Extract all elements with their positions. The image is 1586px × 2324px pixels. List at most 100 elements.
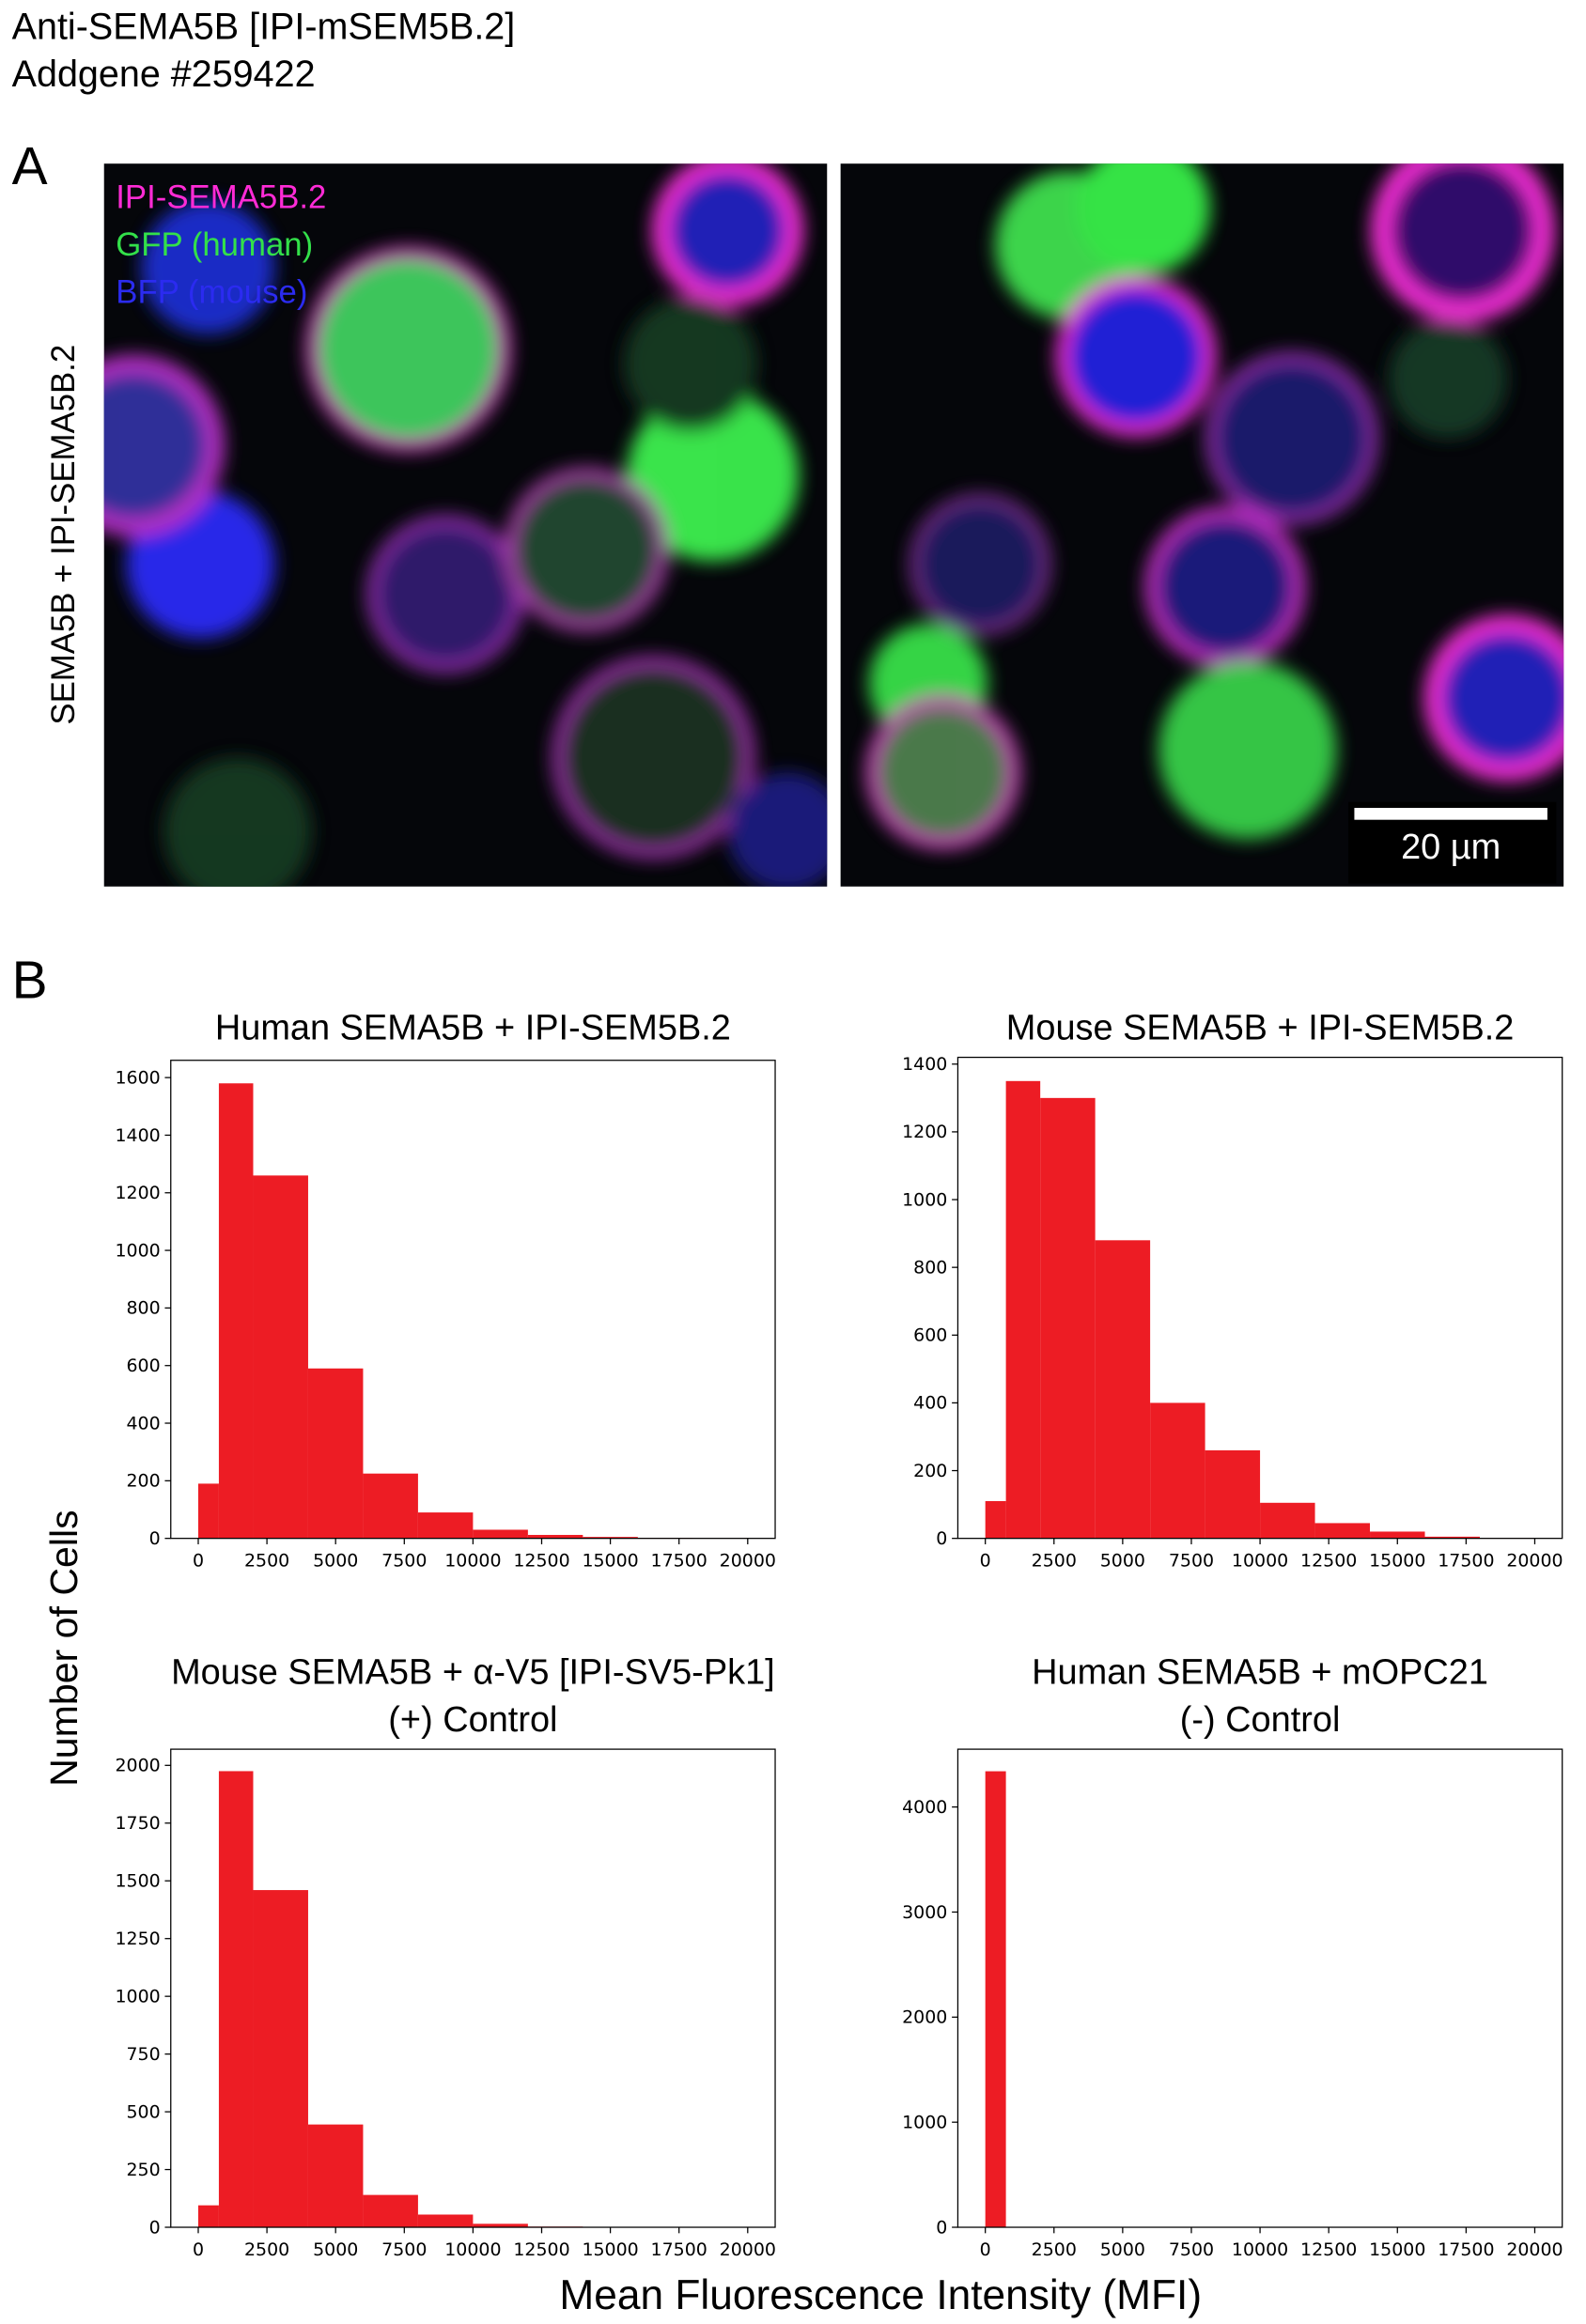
y-tick-label: 1750 (115, 1813, 160, 1834)
x-tick-label: 15000 (1369, 2239, 1425, 2260)
y-tick-label: 0 (936, 2217, 947, 2238)
chart-title: Human SEMA5B + IPI-SEM5B.2 (215, 1009, 731, 1048)
bar (307, 1368, 364, 1539)
x-tick-label: 0 (980, 1551, 991, 1572)
y-tick-label: 600 (913, 1325, 947, 1346)
y-tick-label: 600 (127, 1356, 161, 1376)
bar (417, 1512, 474, 1539)
x-tick-label: 12500 (513, 2239, 569, 2260)
chart-title: Mouse SEMA5B + IPI-SEM5B.2 (1006, 1009, 1515, 1048)
x-tick-label: 7500 (381, 1551, 427, 1572)
y-tick-label: 4000 (902, 1797, 947, 1818)
title: Anti-SEMA5B [IPI-mSEM5B.2] (12, 6, 516, 47)
x-tick-label: 7500 (381, 2239, 427, 2260)
legend-label: BFP (mouse) (116, 275, 307, 311)
x-tick-label: 10000 (444, 1551, 501, 1572)
bar (1424, 1536, 1480, 1539)
chart-title: Human SEMA5B + mOPC21 (1032, 1653, 1488, 1693)
bar (198, 1483, 219, 1539)
bar (985, 1500, 1006, 1539)
x-tick-label: 17500 (1438, 1551, 1494, 1572)
x-tick-label: 12500 (1300, 2239, 1357, 2260)
bar (1005, 1080, 1041, 1539)
y-tick-label: 1400 (115, 1125, 160, 1146)
chart-subtitle: (-) Control (1180, 1700, 1341, 1740)
legend-label: IPI-SEMA5B.2 (116, 180, 326, 216)
bar (473, 1529, 528, 1539)
x-tick-label: 20000 (1506, 1551, 1563, 1572)
x-tick-label: 17500 (651, 2239, 707, 2260)
y-tick-label: 250 (127, 2160, 161, 2180)
bar (363, 1473, 418, 1539)
x-tick-label: 10000 (444, 2239, 501, 2260)
x-tick-label: 12500 (1300, 1551, 1357, 1572)
axes-frame (956, 1748, 1563, 2228)
y-tick-label: 2000 (902, 2007, 947, 2028)
x-tick-label: 20000 (720, 2239, 776, 2260)
y-tick-label: 1400 (902, 1054, 947, 1075)
bar (583, 1537, 638, 1539)
bar (473, 2223, 528, 2228)
x-tick-label: 5000 (313, 1551, 358, 1572)
y-tick-label: 500 (127, 2101, 161, 2122)
y-tick-label: 1200 (902, 1122, 947, 1142)
bar (985, 1771, 1006, 2228)
bar (1370, 1531, 1425, 1539)
y-tick-label: 1250 (115, 1929, 160, 1949)
x-axis-label: Mean Fluorescence Intensity (MFI) (559, 2272, 1202, 2318)
y-tick-label: 1000 (115, 1986, 160, 2006)
y-tick-label: 1000 (902, 1189, 947, 1210)
bar (218, 1083, 254, 1539)
x-tick-label: 15000 (1369, 1551, 1425, 1572)
y-tick-label: 800 (127, 1298, 161, 1319)
y-tick-label: 3000 (902, 1902, 947, 1923)
y-tick-label: 200 (913, 1461, 947, 1481)
y-tick-label: 400 (913, 1393, 947, 1414)
x-tick-label: 17500 (651, 1551, 707, 1572)
bar (1260, 1502, 1315, 1539)
y-tick-label: 1500 (115, 1871, 160, 1892)
x-tick-label: 2500 (1032, 2239, 1077, 2260)
x-tick-label: 0 (193, 1551, 204, 1572)
bar (198, 2205, 219, 2228)
micrograph: 20 µm (840, 163, 1564, 887)
y-axis-label: Number of Cells (42, 1510, 86, 1787)
x-tick-label: 12500 (513, 1551, 569, 1572)
x-tick-label: 7500 (1169, 2239, 1214, 2260)
bar (307, 2124, 364, 2228)
x-tick-label: 15000 (582, 2239, 638, 2260)
panel-label: A (12, 136, 48, 196)
bar (218, 1771, 254, 2228)
y-tick-label: 200 (127, 1471, 161, 1492)
bar (253, 1175, 308, 1539)
panel-label: B (12, 950, 48, 1010)
x-tick-label: 10000 (1232, 2239, 1288, 2260)
bar (363, 2194, 418, 2228)
y-tick-label: 0 (149, 2217, 161, 2238)
x-tick-label: 10000 (1232, 1551, 1288, 1572)
x-tick-label: 5000 (1100, 1551, 1145, 1572)
x-tick-label: 0 (980, 2239, 991, 2260)
chart-subtitle: (+) Control (388, 1700, 557, 1740)
x-tick-label: 2500 (1032, 1551, 1077, 1572)
bar (1040, 1097, 1096, 1539)
bar (1205, 1449, 1261, 1539)
y-tick-label: 400 (127, 1413, 161, 1433)
x-tick-label: 20000 (720, 1551, 776, 1572)
y-tick-label: 750 (127, 2044, 161, 2065)
y-tick-label: 0 (149, 1528, 161, 1549)
bar (417, 2214, 474, 2228)
bar (1314, 1523, 1371, 1539)
scale-bar-label: 20 µm (1401, 828, 1500, 867)
bar (527, 1534, 583, 1539)
x-tick-label: 5000 (313, 2239, 358, 2260)
x-tick-label: 17500 (1438, 2239, 1494, 2260)
y-tick-label: 800 (913, 1257, 947, 1278)
x-tick-label: 2500 (244, 1551, 289, 1572)
y-tick-label: 1200 (115, 1183, 160, 1203)
row-label: SEMA5B + IPI-SEMA5B.2 (46, 345, 82, 725)
subtitle: Addgene #259422 (12, 54, 316, 95)
x-tick-label: 7500 (1169, 1551, 1214, 1572)
y-tick-label: 2000 (115, 1756, 160, 1776)
